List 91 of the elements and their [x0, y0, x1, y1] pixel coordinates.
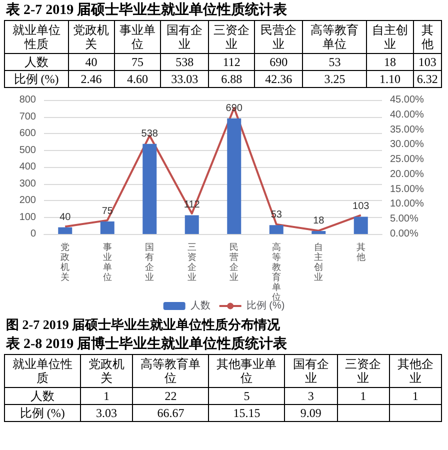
y-tick-label: 200 — [19, 195, 36, 206]
data-label: 3.25 — [302, 70, 367, 88]
data-label: 690 — [226, 102, 243, 114]
legend-label: 比例 (%) — [4, 70, 68, 88]
legend-label: 人数 — [4, 54, 68, 70]
y2-tick-label: 40.00% — [390, 109, 424, 120]
text: 表 2-7 2019 届硕士毕业生就业单位性质统计表 — [6, 1, 288, 19]
data-label: 3 — [284, 388, 338, 404]
category-label: 其他事业单位 — [208, 354, 285, 388]
bar — [227, 118, 242, 234]
category-label: 民营企业 — [254, 20, 303, 54]
data-label: 538 — [160, 54, 208, 70]
x-tick-label: 高等教育单位 — [272, 242, 281, 302]
legend-label: 比例 (%) — [246, 300, 285, 312]
y2-tick-label: 45.00% — [390, 94, 424, 106]
category-label: 三资企业 — [337, 354, 390, 388]
y2-tick-label: 5.00% — [390, 214, 418, 225]
category-label: 党政机关 — [80, 354, 133, 388]
data-label: 1 — [80, 388, 133, 404]
bar — [354, 216, 368, 234]
bar — [100, 221, 114, 234]
x-tick-label: 党政机关 — [60, 242, 70, 282]
data-label: 4.60 — [114, 70, 161, 88]
data-label: 103 — [352, 201, 370, 212]
y-tick-label: 0 — [30, 228, 36, 240]
y-tick-label: 600 — [19, 128, 36, 139]
data-label: 538 — [141, 128, 158, 140]
text: 表 2-8 2019 届博士毕业生就业单位性质统计表 — [6, 335, 288, 353]
data-label: 690 — [254, 54, 303, 70]
data-label: 6.88 — [208, 70, 255, 88]
bar — [58, 227, 72, 234]
data-label: 42.36 — [254, 70, 303, 88]
data-label: 5 — [208, 388, 285, 404]
y2-tick-label: 0.00% — [390, 228, 418, 240]
x-tick-label: 事业单位 — [102, 242, 112, 282]
bar — [269, 225, 284, 234]
category-label: 国有企业 — [160, 20, 208, 54]
x-tick-label: 其他 — [356, 242, 366, 262]
text: 图 2-7 2019 届硕士毕业生就业单位性质分布情况 — [6, 316, 282, 334]
y-tick-label: 700 — [19, 111, 36, 122]
data-label: 75 — [114, 54, 161, 70]
category-label: 国有企业 — [284, 354, 338, 388]
category-label: 高等教育单位 — [132, 354, 209, 388]
data-label: 22 — [132, 388, 209, 404]
bar — [142, 144, 157, 234]
bar — [312, 230, 326, 234]
legend-label: 人数 — [4, 388, 80, 404]
data-label: 112 — [208, 54, 255, 70]
category-label: 三资企业 — [208, 20, 255, 54]
legend-label: 人数 — [190, 300, 210, 312]
data-label: 15.15 — [208, 404, 285, 422]
y2-tick-label: 35.00% — [390, 124, 424, 136]
data-label: 40 — [68, 54, 114, 70]
data-label: 1 — [389, 388, 442, 404]
x-tick-label: 民营企业 — [230, 242, 239, 282]
text: 就业单位性质 — [4, 20, 68, 54]
data-label: 1 — [337, 388, 390, 404]
data-label: 1.10 — [366, 70, 414, 88]
bar — [184, 215, 199, 234]
x-tick-label: 国有企业 — [145, 242, 154, 282]
data-label: 6.32 — [413, 70, 442, 88]
x-tick-label: 自主创业 — [314, 242, 324, 282]
text: 就业单位性质 — [4, 354, 80, 388]
data-label: 18 — [313, 215, 325, 226]
data-label: 103 — [413, 54, 442, 70]
y-tick-label: 100 — [19, 212, 36, 223]
data-label: 33.03 — [160, 70, 208, 88]
data-label: 3.03 — [80, 404, 133, 422]
category-label: 事业单位 — [114, 20, 161, 54]
data-label: 2.46 — [68, 70, 114, 88]
legend-label: 比例 (%) — [4, 404, 80, 422]
y-tick-label: 500 — [19, 144, 36, 156]
data-label: 53 — [302, 54, 367, 70]
category-label: 高等教育单位 — [302, 20, 367, 54]
y2-tick-label: 30.00% — [390, 139, 424, 150]
category-label: 其他企业 — [389, 354, 442, 388]
data-label: 66.67 — [132, 404, 209, 422]
y2-tick-label: 10.00% — [390, 198, 424, 210]
data-label: 40 — [60, 212, 72, 223]
y-tick-label: 400 — [19, 162, 36, 172]
y-tick-label: 800 — [19, 94, 36, 106]
category-label: 自主创业 — [366, 20, 414, 54]
y2-tick-label: 15.00% — [390, 184, 424, 195]
x-tick-label: 三资企业 — [187, 242, 196, 282]
y-tick-label: 300 — [19, 178, 36, 190]
category-label: 党政机关 — [68, 20, 114, 54]
y2-tick-label: 25.00% — [390, 154, 424, 166]
category-label: 其他 — [413, 20, 442, 54]
y2-tick-label: 20.00% — [390, 168, 424, 180]
data-label: 9.09 — [284, 404, 338, 422]
data-label: 18 — [366, 54, 414, 70]
